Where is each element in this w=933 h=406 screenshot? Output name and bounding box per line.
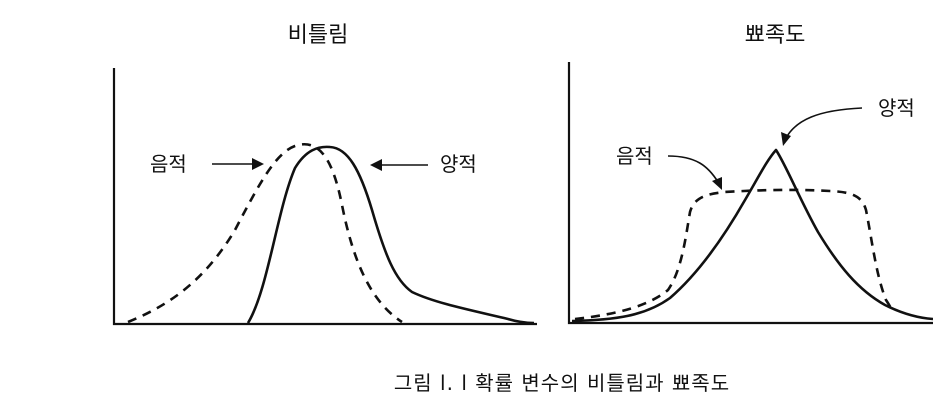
skewness-positive-arrow — [370, 159, 428, 171]
skewness-panel: 비틀림 음적 양적 — [112, 23, 537, 326]
skewness-negative-label: 음적 — [150, 152, 187, 176]
skewness-negative-arrow — [212, 158, 264, 170]
skewness-positive-label: 양적 — [440, 152, 477, 176]
kurtosis-axes — [567, 62, 933, 325]
kurtosis-title: 뾰족도 — [745, 23, 806, 48]
kurtosis-negative-curve — [574, 188, 895, 321]
kurtosis-positive-arrow — [781, 107, 863, 146]
kurtosis-positive-curve — [571, 148, 933, 323]
kurtosis-panel: 뾰족도 음적 양적 — [567, 23, 933, 325]
kurtosis-negative-label: 음적 — [616, 144, 653, 168]
skewness-negative-curve — [127, 142, 403, 324]
skewness-axes — [112, 68, 537, 326]
kurtosis-negative-arrow — [667, 155, 722, 190]
figure-caption: 그림 l. l 확률 변수의 비틀림과 뾰족도 — [394, 371, 730, 395]
kurtosis-positive-label: 양적 — [878, 96, 915, 120]
skewness-positive-curve — [246, 145, 535, 325]
skewness-title: 비틀림 — [288, 23, 349, 48]
